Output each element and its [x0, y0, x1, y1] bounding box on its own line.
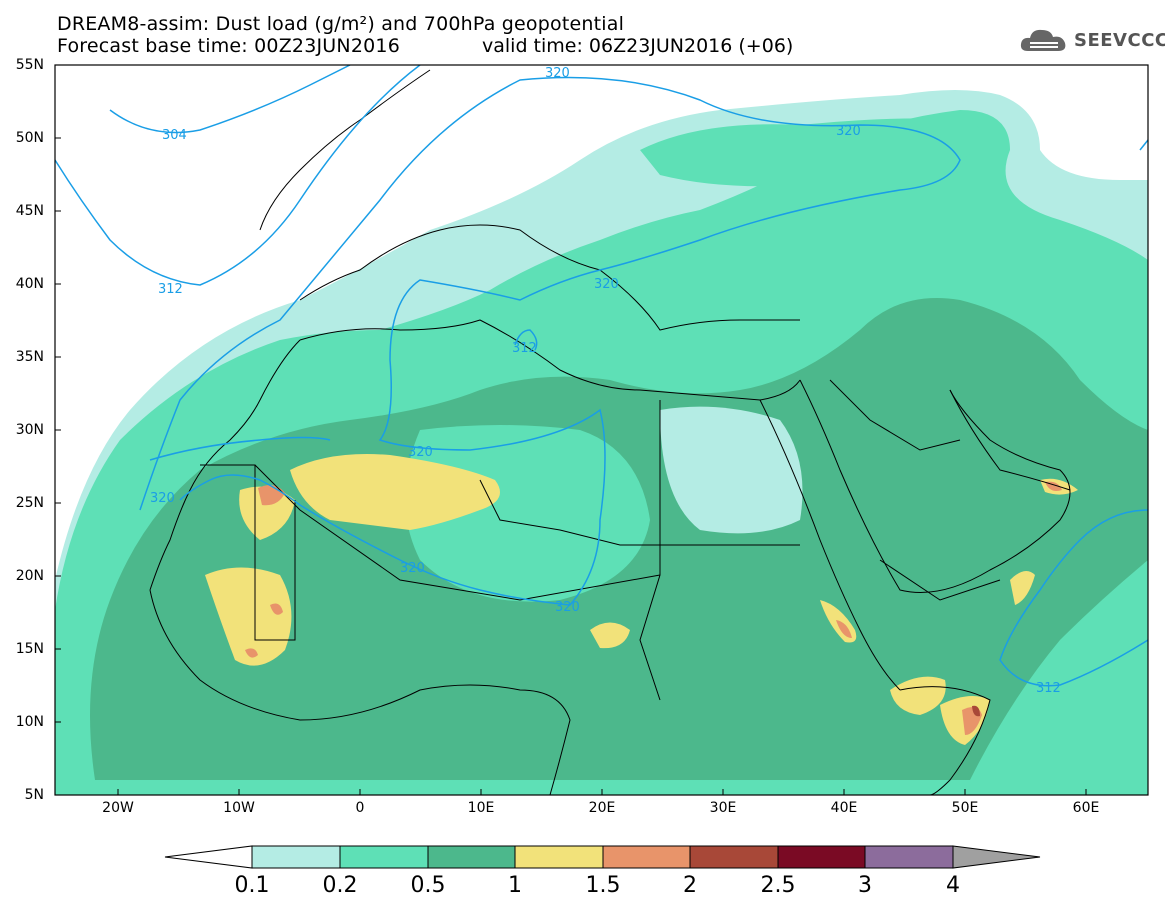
- border-3: [479, 479, 800, 546]
- lat-label: 40N: [15, 276, 44, 292]
- contour-label: 312: [158, 282, 183, 297]
- base-time: Forecast base time: 00Z23JUN2016: [57, 35, 400, 57]
- contour-label: 304: [162, 128, 187, 143]
- contour-312-east: [999, 509, 1148, 687]
- contour-320-north: [139, 76, 961, 606]
- dust-layer-1-5-mali2: [270, 603, 283, 615]
- lon-label: 20W: [102, 800, 134, 816]
- colorbar-label: 2: [683, 873, 697, 898]
- colorbar-label: 0.1: [234, 873, 270, 898]
- lon-label: 10W: [223, 800, 255, 816]
- dust-layer-1-chad: [590, 622, 630, 649]
- dust-layer-1-oman: [1010, 571, 1035, 605]
- dust-layer-1-5-eritrea: [836, 620, 852, 638]
- chart-title: DREAM8-assim: Dust load (g/m²) and 700hP…: [57, 13, 625, 35]
- colorbar-label: 3: [858, 873, 872, 898]
- colorbar-bin: [514, 845, 604, 869]
- coastline-guinea: [149, 589, 571, 795]
- lat-label: 15N: [15, 641, 44, 657]
- contour-label: 320: [150, 491, 175, 506]
- contour-320-sahara: [149, 436, 331, 461]
- colorbar-bin: [864, 845, 954, 869]
- contour-312-west: [55, 65, 421, 286]
- coastline-med-north: [299, 224, 800, 331]
- lon-label: 30E: [709, 800, 737, 816]
- lon-label: 20E: [588, 800, 616, 816]
- dust-layer-2-horn: [972, 705, 980, 717]
- colorbar-bin: [427, 845, 516, 869]
- colorbar-label: 1: [508, 873, 522, 898]
- lat-label: 20N: [15, 568, 44, 584]
- contour-label: 320: [555, 600, 580, 615]
- dust-layer-0-5-egypt: [660, 406, 803, 534]
- lat-label: 10N: [15, 714, 44, 730]
- coastline-redsea: [759, 399, 901, 691]
- dust-layer-0-5-center: [405, 425, 650, 602]
- contour-label: 320: [594, 277, 619, 292]
- lat-label: 25N: [15, 495, 44, 511]
- lon-label: 50E: [951, 800, 979, 816]
- contour-label: 320: [545, 66, 570, 81]
- colorbar-bin: [777, 845, 866, 869]
- colorbar-bin: [602, 845, 691, 869]
- lon-label: 0: [355, 800, 365, 816]
- lon-label: 10E: [467, 800, 495, 816]
- colorbar-label: 0.5: [410, 873, 446, 898]
- colorbar-bin: [251, 845, 341, 869]
- colorbar: [164, 845, 1041, 869]
- contour-label: 312: [512, 341, 537, 356]
- colorbar-underflow: [164, 845, 253, 869]
- coastline-gulf: [949, 389, 1071, 491]
- lon-label: 40E: [830, 800, 858, 816]
- coastline-west-africa: [149, 339, 301, 591]
- dust-layer-0-2-north: [640, 118, 983, 187]
- border-5: [829, 379, 961, 451]
- lat-label: 50N: [15, 130, 44, 146]
- contour-label: 320: [408, 445, 433, 460]
- lat-label: 5N: [24, 787, 44, 803]
- colorbar-label: 4: [946, 873, 960, 898]
- contour-label: 320: [836, 124, 861, 139]
- valid-time: valid time: 06Z23JUN2016 (+06): [482, 35, 794, 57]
- dust-layer-1-mauritania: [239, 486, 295, 540]
- coastline-europe: [259, 69, 431, 231]
- contour-label: 320: [400, 561, 425, 576]
- border-4: [200, 464, 296, 641]
- dust-layer-1-5-arabia: [1045, 481, 1062, 491]
- contour-304: [109, 65, 351, 134]
- coastline-horn: [899, 686, 991, 795]
- colorbar-overflow: [952, 845, 1041, 869]
- colorbar-label: 0.2: [322, 873, 358, 898]
- lat-label: 35N: [15, 349, 44, 365]
- dust-layer-1-sahara: [290, 454, 500, 530]
- lat-label: 55N: [15, 57, 44, 73]
- contour-312-med: [514, 329, 538, 351]
- lat-label: 30N: [15, 422, 44, 438]
- colorbar-bin: [689, 845, 779, 869]
- border-2: [639, 400, 661, 701]
- coastline-arabia: [799, 379, 1071, 593]
- colorbar-label: 1.5: [585, 873, 621, 898]
- border-6: [879, 559, 1001, 601]
- coastline-med-south: [299, 319, 801, 401]
- colorbar-bin: [339, 845, 429, 869]
- colorbar-label: 2.5: [760, 873, 796, 898]
- logo-text: SEEVCCC: [1074, 29, 1165, 51]
- cloud-logo-icon: [1020, 29, 1066, 51]
- lat-label: 45N: [15, 203, 44, 219]
- dust-layer-1-mali: [205, 567, 292, 666]
- contour-label: 312: [1036, 681, 1061, 696]
- contour-320-east: [1139, 139, 1148, 151]
- seevccc-logo: SEEVCCC: [1018, 25, 1165, 55]
- lon-label: 60E: [1072, 800, 1100, 816]
- dust-layer-1-5-mali: [245, 648, 258, 658]
